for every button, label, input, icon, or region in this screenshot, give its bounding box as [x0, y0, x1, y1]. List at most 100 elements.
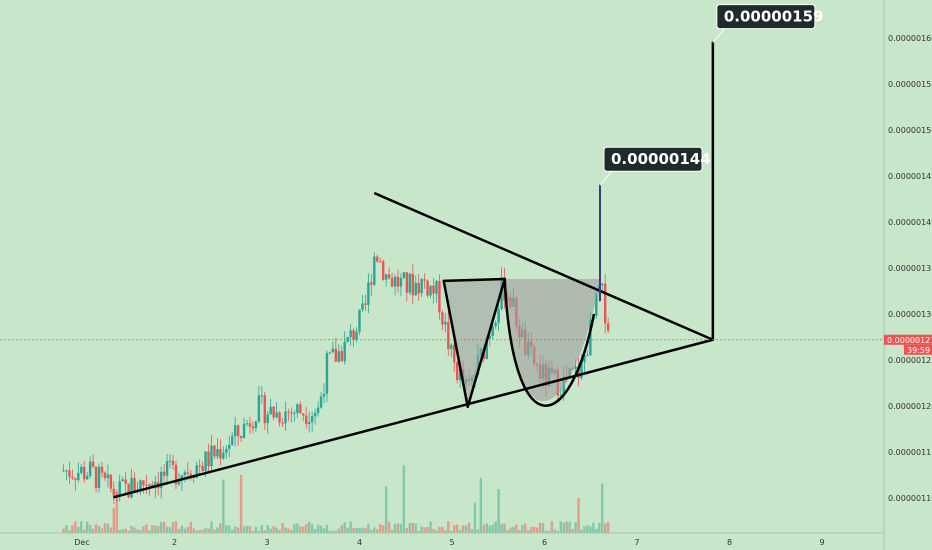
candle-body	[364, 303, 367, 305]
volume-bar	[115, 491, 118, 533]
volume-bar	[447, 521, 450, 533]
volume-bar	[266, 525, 269, 533]
volume-bar	[399, 523, 403, 533]
candle-body	[189, 473, 192, 477]
volume-bar	[491, 524, 494, 533]
volume-bar	[307, 521, 311, 533]
volume-bar	[595, 528, 598, 533]
volume-bar	[168, 527, 172, 533]
volume-bar	[325, 524, 329, 533]
volume-bar	[361, 527, 364, 533]
volume-bar	[524, 523, 527, 533]
volume-bar	[201, 529, 204, 533]
volume-bar	[100, 528, 104, 533]
volume-bar	[574, 522, 577, 533]
volume-bar	[509, 527, 512, 533]
volume-bar	[506, 529, 509, 533]
volume-bar	[239, 474, 243, 533]
candle-body	[85, 476, 89, 480]
volume-bar	[189, 522, 192, 533]
candle-body	[186, 472, 190, 474]
candle-body	[165, 461, 169, 476]
candle-body	[322, 393, 326, 397]
volume-bar	[376, 529, 379, 533]
volume-bar	[91, 528, 95, 533]
volume-bar	[503, 523, 506, 533]
callout-low-target-label: 0.00000144	[611, 150, 711, 168]
x-tick-label: 7	[634, 538, 639, 547]
volume-bar	[346, 527, 349, 533]
volume-bar	[80, 521, 83, 533]
candle-body	[290, 412, 293, 414]
candle-body	[355, 331, 358, 340]
y-tick-label: 0.00000115	[888, 448, 932, 457]
volume-bar	[159, 522, 163, 533]
cup-pattern-outline	[503, 278, 596, 407]
time-axis: Dec 2 3 4 5 6 7 8 9	[74, 538, 824, 547]
candle-body	[606, 323, 610, 331]
volume-bar	[476, 529, 480, 533]
candle-body	[379, 261, 382, 263]
candle-body	[236, 425, 240, 437]
candle-body	[305, 415, 308, 424]
volume-bar	[278, 529, 281, 533]
candle-body	[254, 421, 258, 429]
x-tick-label: 6	[542, 538, 547, 547]
volume-bar	[118, 529, 121, 533]
volume-bar	[379, 524, 382, 533]
candle-body	[145, 485, 148, 487]
volume-bar	[453, 525, 456, 533]
candle-body	[302, 413, 305, 416]
candle-body	[414, 282, 417, 296]
volume-bar	[455, 524, 459, 533]
candle-body	[210, 445, 213, 467]
volume-bar	[408, 523, 412, 533]
volume-bar	[133, 527, 136, 533]
volume-bar	[538, 522, 542, 533]
candle-body	[109, 474, 113, 489]
candle-body	[328, 352, 332, 354]
volume-bar	[441, 526, 444, 533]
volume-bar	[302, 526, 305, 533]
candle-body	[438, 280, 441, 313]
volume-bar	[458, 529, 462, 533]
x-tick-label: 8	[727, 538, 732, 547]
volume-bar	[541, 522, 545, 533]
volume-bar	[313, 529, 317, 533]
volume-bar	[186, 527, 190, 533]
volume-bar	[319, 525, 323, 533]
y-tick-label: 0.00000120	[888, 402, 932, 411]
candle-body	[222, 452, 225, 459]
candle-body	[266, 414, 269, 424]
candle-body	[420, 279, 423, 294]
candle-body	[287, 411, 290, 413]
volume-bar	[328, 530, 332, 533]
candle-body	[367, 282, 370, 305]
volume-bar	[461, 525, 465, 533]
volume-bar	[340, 525, 343, 533]
volume-bar	[62, 528, 65, 533]
x-tick-label: Dec	[74, 538, 89, 547]
volume-bar	[225, 525, 228, 533]
x-tick-label: 4	[357, 538, 362, 547]
candle-body	[177, 480, 181, 485]
y-tick-label: 0.00000150	[888, 126, 932, 135]
volume-bar	[127, 530, 130, 533]
candle-body	[453, 344, 456, 363]
candle-body	[447, 321, 450, 350]
candle-body	[207, 451, 210, 467]
volume-bar	[423, 527, 426, 533]
volume-bar	[236, 527, 240, 533]
current-price-label: 0.00000127	[887, 336, 932, 345]
volume-bar	[417, 530, 420, 533]
volume-bar	[198, 529, 201, 533]
candle-body	[133, 477, 136, 493]
volume-bar	[310, 524, 314, 533]
volume-bar	[331, 530, 335, 533]
candle-body	[316, 407, 320, 413]
volume-bar	[287, 528, 290, 533]
volume-bar	[494, 521, 497, 533]
candle-body	[402, 272, 406, 278]
candle-body	[346, 337, 349, 342]
